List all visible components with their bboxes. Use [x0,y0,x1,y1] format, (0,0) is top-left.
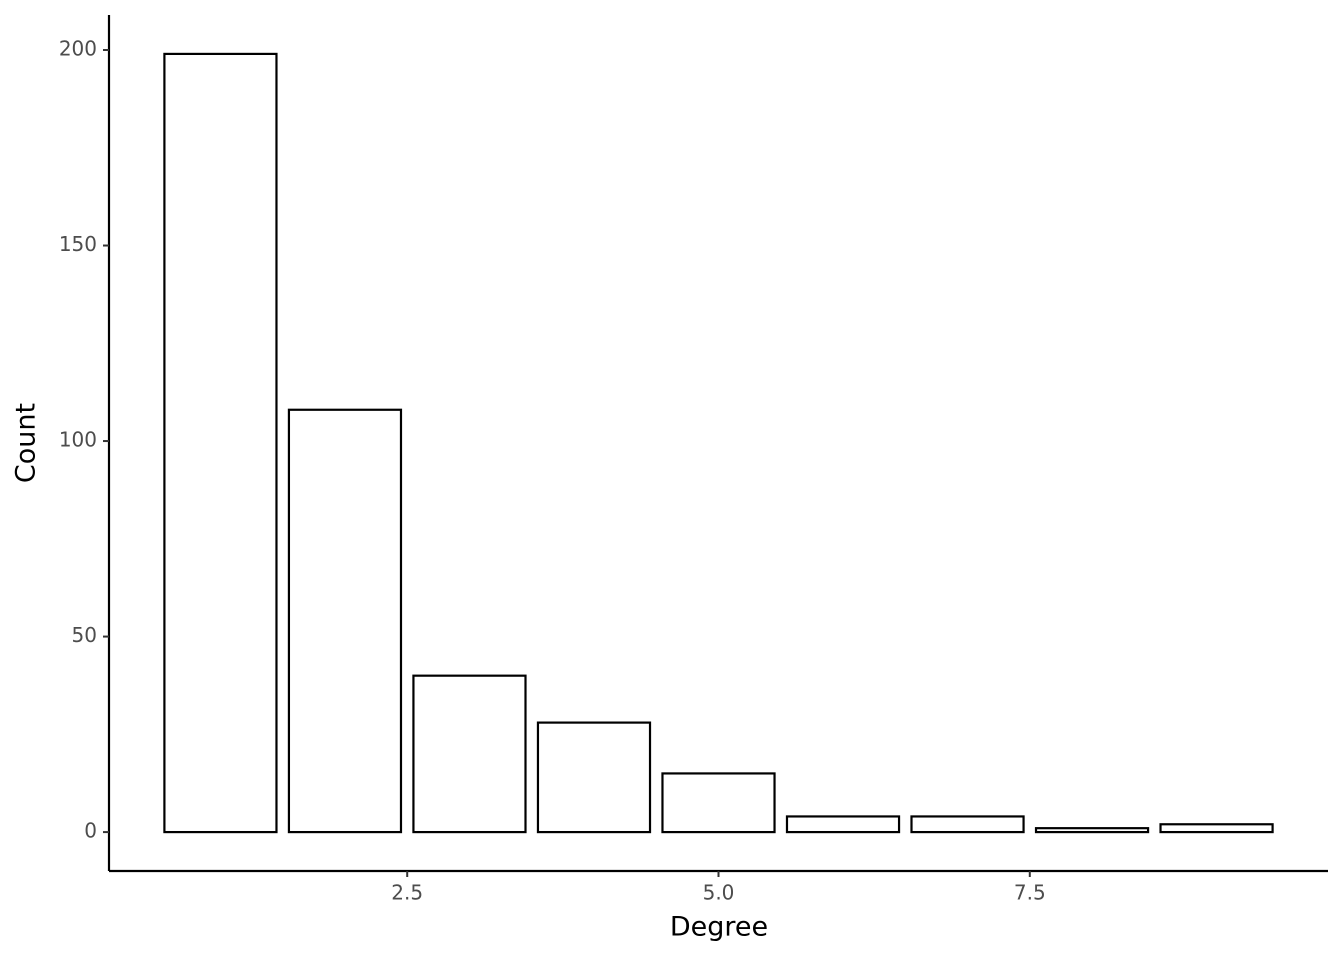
y-tick-label: 150 [59,232,97,256]
bar [536,721,652,834]
y-tick-label: 0 [84,819,97,843]
bar [910,815,1025,834]
x-tick-label: 2.5 [391,881,423,905]
bar [163,52,278,834]
x-tick-label: 7.5 [1014,881,1046,905]
bar [287,408,403,834]
bar [1034,827,1150,834]
bar [661,772,776,834]
y-tick-label: 50 [72,623,97,647]
bar [412,674,527,834]
y-axis-title: Count [11,403,42,483]
bar [785,815,901,834]
x-tick-label: 5.0 [703,881,735,905]
y-tick-label: 200 [59,36,97,60]
y-tick-label: 100 [59,428,97,452]
bar [1159,823,1274,834]
x-axis-title: Degree [670,912,768,943]
